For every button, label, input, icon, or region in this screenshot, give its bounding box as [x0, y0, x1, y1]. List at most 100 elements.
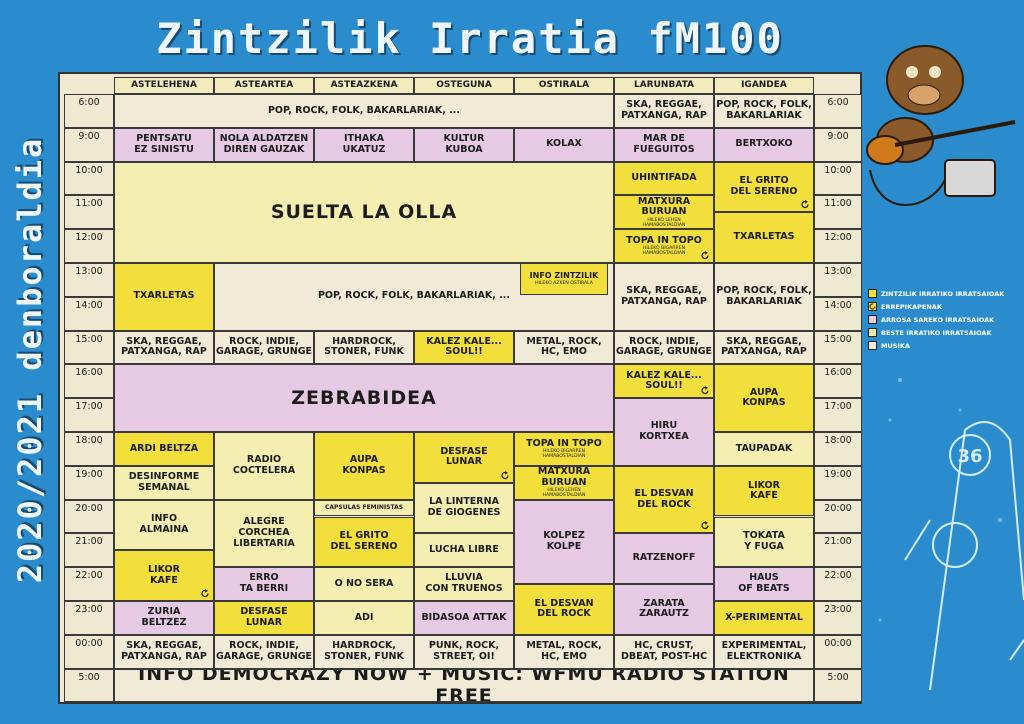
program: AUPA KONPAS: [714, 364, 814, 432]
program-name: DEL SERENO: [730, 185, 798, 197]
program-name: TXARLETAS: [733, 231, 795, 243]
legend-swatch: [868, 315, 877, 324]
legend-item: ERREPIKAPENAK: [868, 302, 942, 311]
program-name: AUPA: [349, 454, 379, 466]
legend-label: BESTE IRRATIKO IRRATSAIOAK: [881, 328, 992, 337]
program-name: ADI: [354, 611, 374, 623]
program-name: CON TRUENOS: [425, 583, 503, 595]
program-name: KALEZ KALE...: [626, 369, 702, 381]
program: KULTUR KUBOA: [414, 127, 514, 162]
program-name: POP, ROCK, FOLK, BAKARLARIAK, ...: [317, 290, 511, 302]
program: POP, ROCK, FOLK, BAKARLARIAK, ...: [214, 263, 614, 331]
time-label: 23:00: [814, 601, 862, 635]
program-name: ZURIA: [147, 606, 181, 618]
program-name: STONER, FUNK: [324, 650, 404, 662]
monkey: [866, 45, 1016, 206]
program-name: LUCHA LIBRE: [429, 543, 499, 555]
repeat-icon: [701, 386, 709, 395]
program-name: HC, EMO: [541, 650, 587, 662]
day-header: ASTELEHENA: [114, 77, 214, 94]
program-name: CAPSULAS FEMINISTAS: [324, 503, 404, 511]
program-name: KONPAS: [342, 464, 386, 476]
program-name: HIRU: [650, 420, 678, 432]
program-name: POP, ROCK, FOLK,: [716, 99, 812, 111]
program-name: ROCK, INDIE,: [229, 335, 299, 347]
program-name: GARAGE, GRUNGE: [215, 650, 313, 662]
program-name: PUNK, ROCK,: [428, 640, 500, 652]
program-note: HILEKO LEHEN: [647, 217, 681, 223]
time-label: 12:00: [64, 229, 114, 263]
program-name: STONER, FUNK: [324, 346, 404, 358]
program-name: GARAGE, GRUNGE: [615, 346, 713, 358]
program-name: EL DESVAN: [534, 597, 594, 609]
legend-label: ARROSA SAREKO IRRATSAIOAK: [881, 315, 995, 324]
program-name: METAL, ROCK,: [526, 640, 602, 652]
time-label: 10:00: [814, 161, 862, 196]
program-name: PATXANGA, RAP: [121, 346, 207, 358]
program-name: ITHAKA: [343, 133, 385, 145]
program: SKA, REGGAE, PATXANGA, RAP: [614, 263, 714, 331]
program: PENTSATU EZ SINISTU: [114, 127, 214, 162]
program: ADI: [314, 601, 414, 635]
day-header: IGANDEA: [714, 77, 814, 94]
program: KALEZ KALE... SOUL!!: [414, 330, 514, 365]
program: NOLA ALDATZEN DIREN GAUZAK: [214, 127, 314, 162]
program: KALEZ KALE... SOUL!!: [614, 364, 714, 399]
program-name: TAUPADAK: [735, 442, 793, 454]
program: POP, ROCK, FOLK, BAKARLARIAK: [714, 94, 814, 128]
time-label: 22:00: [64, 567, 114, 601]
program-name: HARDROCK,: [332, 335, 396, 347]
program-name: LIBERTARIA: [233, 537, 295, 549]
program: TOPA IN TOPO HILEKO BIGARREN HAMABOSTALDIA…: [614, 229, 714, 263]
program-name: BAKARLARIAK: [726, 295, 802, 307]
program: UHINTIFADA: [614, 161, 714, 196]
program-name: LA LINTERNA: [429, 496, 499, 508]
repeat-icon: [201, 589, 209, 598]
program-name: POP, ROCK, FOLK, BAKARLARIAK, ...: [267, 104, 461, 116]
program: POP, ROCK, FOLK, BAKARLARIAK: [714, 263, 814, 331]
program-name: KULTUR: [443, 133, 485, 145]
time-label: 9:00: [64, 127, 114, 162]
rocket: [904, 421, 1024, 691]
program: KOLPEZ KOLPE: [514, 499, 614, 585]
legend-item: ZINTZILIK IRRATIKO IRRATSAIOAK: [868, 289, 1004, 298]
time-label: 18:00: [64, 432, 114, 466]
time-label: 19:00: [64, 465, 114, 500]
program-name: BERTXOKO: [735, 138, 793, 150]
program-name: LUNAR: [445, 456, 483, 468]
program: EL DESVAN DEL ROCK: [614, 465, 714, 534]
legend-item: ARROSA SAREKO IRRATSAIOAK: [868, 315, 994, 324]
legend-label: ZINTZILIK IRRATIKO IRRATSAIOAK: [881, 289, 1005, 298]
program-name: DESFASE: [440, 445, 488, 457]
program: POP, ROCK, FOLK, BAKARLARIAK, ...: [114, 94, 614, 128]
program: LUCHA LIBRE: [414, 533, 514, 568]
time-label: 5:00: [814, 668, 862, 703]
program-name: KAFE: [150, 574, 178, 586]
program-name: UHINTIFADA: [631, 172, 697, 184]
program: EL DESVAN DEL ROCK: [514, 584, 614, 635]
program-name: KOLPEZ: [543, 530, 585, 542]
program: LIKOR KAFE: [114, 550, 214, 601]
program-name: PENTSATU: [136, 133, 192, 145]
program: EL GRITO DEL SERENO: [314, 516, 414, 568]
program-name: ZARATA: [643, 597, 685, 609]
program-name: MATXURA BURUAN: [537, 466, 591, 488]
program: INFO ZINTZILIK HILEKO AZKEN OSTIRALA: [520, 263, 608, 296]
program: CAPSULAS FEMINISTAS: [314, 499, 414, 517]
time-label: 17:00: [64, 398, 114, 432]
program-name: COCTELERA: [232, 464, 296, 476]
program-name: RADIO: [246, 454, 282, 466]
program: TAUPADAK: [714, 432, 814, 466]
program-name: DEL ROCK: [637, 498, 691, 510]
program: LA LINTERNA DE GIOGENES: [414, 482, 514, 534]
program-name: ALMAINA: [139, 523, 189, 535]
program-note: HILEKO AZKEN OSTIRALA: [535, 281, 593, 286]
day-header: LARUNBATA: [614, 77, 714, 94]
program-name: Y FUGA: [744, 540, 784, 552]
program-name: HARDROCK,: [332, 640, 396, 652]
program-note: HAMABOSTALDIAN: [542, 454, 586, 460]
program: ROCK, INDIE, GARAGE, GRUNGE: [214, 634, 314, 669]
program-note: HILEKO BIGARREN: [642, 246, 686, 252]
program-name: SOUL!!: [645, 380, 683, 392]
